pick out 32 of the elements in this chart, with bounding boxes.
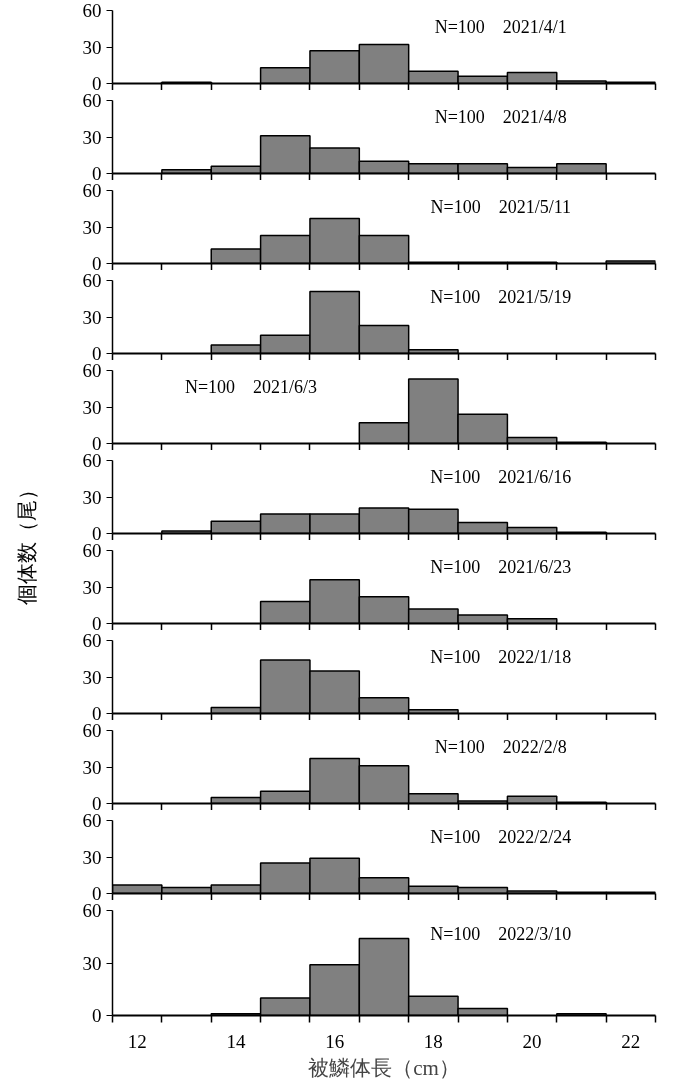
x-tick-label: 22 [621, 1030, 641, 1052]
y-tick-label: 30 [82, 216, 102, 238]
y-axis-title: 個体数（尾） [14, 478, 39, 605]
y-tick-label: 30 [82, 576, 102, 598]
y-tick-label: 30 [82, 952, 102, 974]
x-tick-label: 20 [522, 1030, 542, 1052]
x-tick-label: 18 [423, 1030, 443, 1052]
x-tick-label: 12 [127, 1030, 147, 1052]
y-tick-label: 30 [82, 36, 102, 58]
x-tick-label: 14 [226, 1030, 246, 1052]
annotation: N=100 2021/5/11 [430, 196, 571, 217]
annotation: N=100 2022/2/8 [434, 736, 567, 757]
y-tick-label: 30 [82, 126, 102, 148]
y-tick-label: 30 [82, 306, 102, 328]
y-tick-label: 30 [82, 846, 102, 868]
annotation: N=100 2022/3/10 [430, 923, 572, 944]
annotation: N=100 2022/1/18 [430, 646, 572, 667]
x-axis-title: 被鱗体長（cm） [308, 1055, 460, 1080]
annotation: N=100 2021/4/1 [434, 16, 567, 37]
annotation: N=100 2022/2/24 [430, 826, 572, 847]
y-tick-label: 30 [82, 486, 102, 508]
annotation: N=100 2021/6/23 [430, 556, 572, 577]
annotation: N=100 2021/4/8 [434, 106, 567, 127]
y-tick-label: 0 [92, 1005, 102, 1026]
y-tick-label: 30 [82, 396, 102, 418]
y-tick-label: 30 [82, 756, 102, 778]
annotation: N=100 2021/5/19 [430, 286, 572, 307]
y-tick-label: 60 [82, 0, 102, 21]
annotation: N=100 2021/6/3 [184, 376, 318, 397]
annotation: N=100 2021/6/16 [430, 466, 572, 487]
x-tick-label: 16 [325, 1030, 345, 1052]
y-tick-label: 30 [82, 666, 102, 688]
